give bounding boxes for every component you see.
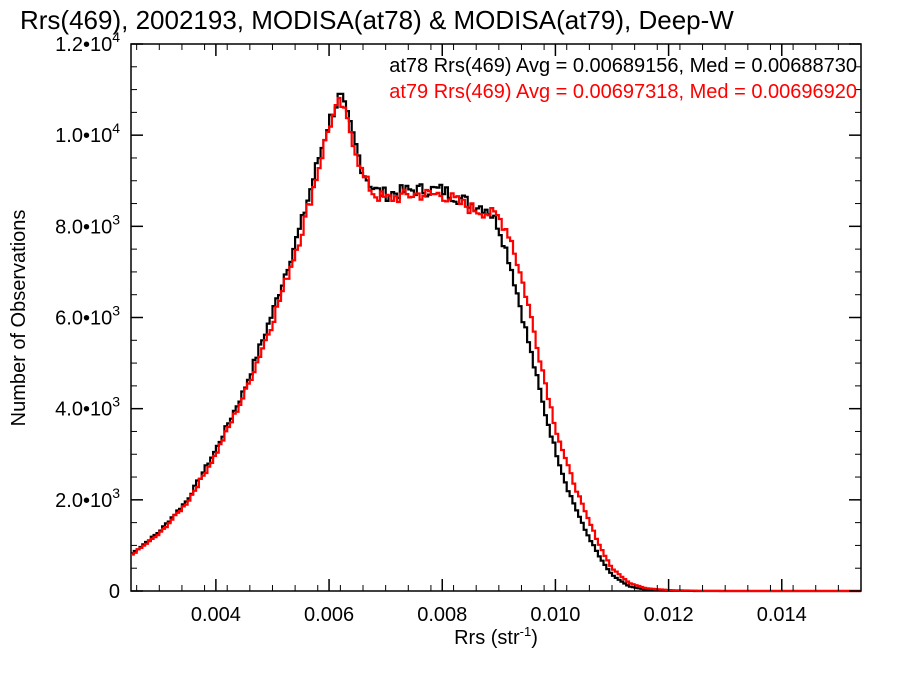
chart-title: Rrs(469), 2002193, MODISA(at78) & MODISA… — [20, 5, 734, 35]
x-axis: 0.004 0.006 0.008 0.010 0.012 0.014 — [136, 44, 862, 626]
x-tick-label: 0.004 — [191, 604, 241, 626]
x-axis-title-sup: -1 — [520, 624, 532, 639]
series-line-at78 — [131, 92, 861, 593]
x-tick-label: 0.012 — [644, 604, 694, 626]
y-tick-label: 4.0•103 — [55, 394, 120, 421]
plot-frame — [130, 43, 862, 592]
y-tick-label: 6.0•103 — [55, 303, 120, 330]
y-axis: 0 2.0•103 4.0•103 6.0•103 8.0•103 1.0•104 1.2•… — [55, 29, 861, 603]
series-layer — [131, 92, 861, 593]
y-tick-label: 1.0•104 — [55, 120, 120, 147]
x-tick-label: 0.006 — [304, 604, 354, 626]
stat-text-at79: at79 Rrs(469) Avg = 0.00697318, Med = 0.… — [389, 81, 857, 103]
y-tick-label: 0 — [109, 581, 120, 603]
x-tick-label: 0.010 — [530, 604, 580, 626]
x-tick-label: 0.008 — [417, 604, 467, 626]
x-axis-title-close: ) — [531, 627, 538, 649]
y-axis-title: Number of Observations — [8, 210, 30, 427]
y-tick-label: 2.0•103 — [55, 485, 120, 512]
series-line-at79 — [131, 96, 861, 593]
x-axis-title: Rrs (str-1) — [454, 624, 538, 649]
stat-text-at78: at78 Rrs(469) Avg = 0.00689156, Med = 0.… — [389, 55, 857, 77]
y-tick-label: 8.0•103 — [55, 211, 120, 238]
x-axis-title-main: Rrs (str — [454, 627, 520, 649]
y-tick-label: 1.2•104 — [55, 29, 120, 56]
x-tick-label: 0.014 — [757, 604, 807, 626]
